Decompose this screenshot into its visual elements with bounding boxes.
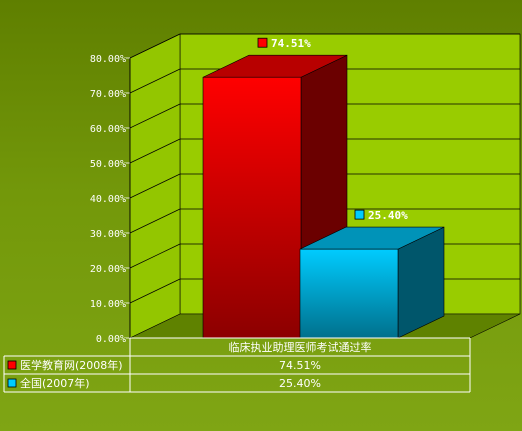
- bar-front-face: [202, 76, 302, 339]
- bar-series-2: 25.40%: [299, 209, 445, 339]
- y-tick-label: 60.00%: [90, 124, 126, 135]
- gridline-side: [129, 103, 181, 129]
- gridline-side: [129, 278, 181, 304]
- y-tick-label: 80.00%: [90, 54, 126, 65]
- legend-entry: 全国(2007年): [20, 376, 90, 390]
- bar-front-face: [299, 248, 399, 339]
- legend-key: [7, 378, 17, 388]
- gridline-side: [129, 173, 181, 199]
- legend-key: [7, 360, 17, 370]
- gridline-side: [129, 33, 181, 59]
- bar-top-face: [202, 54, 348, 78]
- gridline-side: [129, 138, 181, 164]
- data-label: 74.51%: [271, 37, 311, 50]
- table-value: 25.40%: [279, 377, 321, 390]
- y-tick-label: 10.00%: [90, 299, 126, 310]
- y-tick-label: 0.00%: [96, 334, 126, 345]
- y-tick-label: 50.00%: [90, 159, 126, 170]
- data-label-marker: [354, 209, 365, 220]
- table-value: 74.51%: [279, 359, 321, 372]
- bar-series-1: 74.51%: [202, 37, 348, 339]
- legend-entry: 医学教育网(2008年): [20, 358, 123, 372]
- data-label: 25.40%: [368, 209, 408, 222]
- y-tick-label: 20.00%: [90, 264, 126, 275]
- y-tick-label: 70.00%: [90, 89, 126, 100]
- gridline-side: [129, 68, 181, 94]
- data-label-marker: [257, 37, 268, 48]
- gridline-side: [129, 243, 181, 269]
- y-tick-label: 40.00%: [90, 194, 126, 205]
- gridline-side: [129, 208, 181, 234]
- x-category-label: 临床执业助理医师考试通过率: [229, 340, 372, 354]
- bar-top-face: [299, 226, 445, 250]
- y-tick-label: 30.00%: [90, 229, 126, 240]
